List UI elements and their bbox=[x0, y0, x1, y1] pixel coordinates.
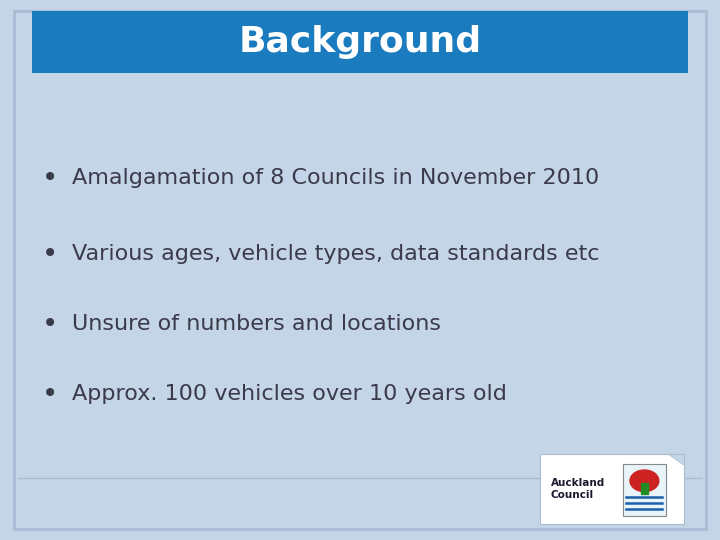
FancyBboxPatch shape bbox=[540, 454, 684, 524]
Circle shape bbox=[630, 470, 659, 491]
Text: •: • bbox=[42, 240, 58, 268]
Bar bbox=[641, 483, 648, 494]
Polygon shape bbox=[668, 454, 684, 465]
Text: •: • bbox=[42, 380, 58, 408]
Text: Background: Background bbox=[238, 25, 482, 59]
Text: •: • bbox=[42, 164, 58, 192]
Text: •: • bbox=[42, 310, 58, 338]
Text: Unsure of numbers and locations: Unsure of numbers and locations bbox=[72, 314, 441, 334]
FancyBboxPatch shape bbox=[623, 464, 666, 516]
Text: Approx. 100 vehicles over 10 years old: Approx. 100 vehicles over 10 years old bbox=[72, 384, 507, 404]
Text: Various ages, vehicle types, data standards etc: Various ages, vehicle types, data standa… bbox=[72, 244, 600, 264]
FancyBboxPatch shape bbox=[32, 11, 688, 73]
FancyBboxPatch shape bbox=[14, 11, 706, 529]
Text: Amalgamation of 8 Councils in November 2010: Amalgamation of 8 Councils in November 2… bbox=[72, 168, 599, 188]
Text: Auckland
Council: Auckland Council bbox=[551, 477, 605, 500]
